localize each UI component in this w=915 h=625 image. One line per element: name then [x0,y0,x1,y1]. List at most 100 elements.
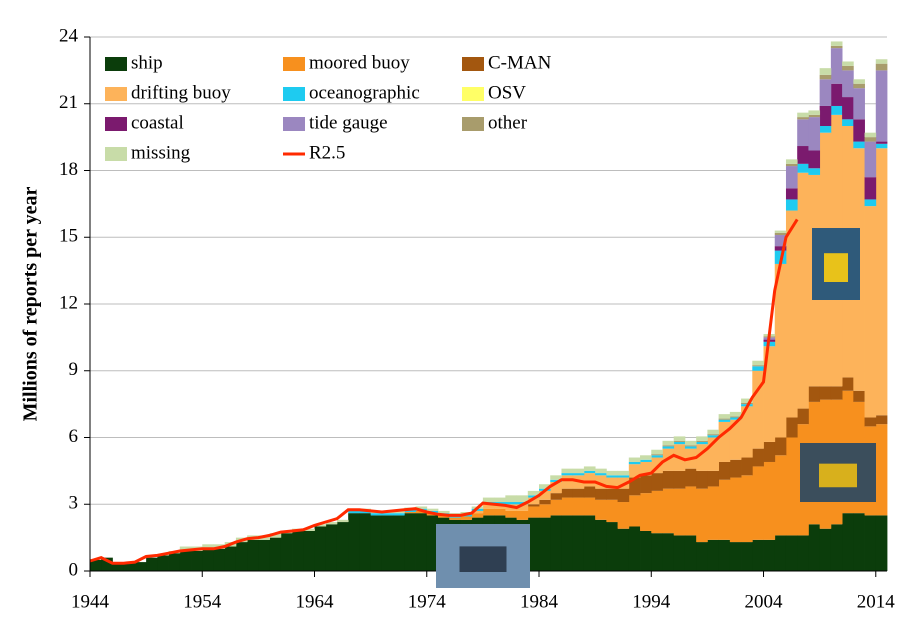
y-axis-label: Millions of reports per year [20,186,42,421]
area-segment [527,495,540,498]
area-segment [617,470,630,476]
area-segment [673,436,686,441]
area-segment [875,70,888,142]
area-segment [561,475,574,489]
area-segment [875,515,888,571]
area-segment [741,403,753,405]
y-tick-label: 12 [59,292,78,313]
legend-label: other [488,112,528,133]
area-segment [191,550,203,571]
legend-swatch [283,87,305,101]
area-segment [785,199,798,211]
y-tick-label: 9 [69,359,79,380]
area-segment [336,519,349,523]
area-segment [572,473,585,476]
area-segment [707,437,720,471]
area-segment [774,437,787,456]
area-segment [741,398,753,404]
area-segment [628,464,641,478]
area-segment [202,544,214,549]
area-segment [673,535,686,571]
x-tick-label: 1974 [408,591,447,612]
area-segment [561,497,574,516]
area-segment [404,513,416,571]
legend-label: oceanographic [309,82,420,103]
area-segment [819,74,832,80]
area-segment [628,526,641,571]
area-segment [561,488,574,498]
area-segment [741,475,753,543]
area-segment [539,517,551,571]
area-segment [606,499,618,523]
legend-swatch [462,117,484,131]
area-segment [819,68,832,75]
area-segment [303,530,315,571]
x-tick-label: 2004 [745,591,784,612]
area-segment [842,377,854,391]
area-segment [752,370,764,449]
area-segment [797,117,809,120]
legend-label: OSV [488,82,526,103]
area-segment [774,263,787,438]
area-segment [696,436,708,441]
area-segment [393,515,405,571]
area-segment [853,88,865,120]
area-segment [797,163,809,173]
area-segment [774,455,787,536]
area-segment [830,45,843,49]
area-segment [684,446,697,449]
area-segment [640,461,652,476]
area-segment [617,475,630,478]
legend-label: ship [131,52,163,73]
area-segment [550,479,562,482]
legend-swatch [283,57,305,71]
area-segment [763,346,776,442]
area-segment [640,493,652,531]
area-segment [651,454,663,456]
area-segment [819,105,832,126]
area-segment [336,522,349,571]
area-segment [774,235,787,247]
area-segment [707,434,720,436]
area-segment [359,513,372,571]
area-segment [572,468,585,474]
area-segment [875,63,888,71]
area-segment [707,429,720,435]
area-segment [539,504,551,518]
area-segment [752,448,764,467]
area-segment [370,515,383,571]
area-segment [785,535,798,571]
area-segment [853,79,865,84]
area-segment [718,419,731,422]
area-segment [583,486,596,498]
area-segment [393,510,405,514]
area-segment [651,473,663,491]
area-segment [808,150,821,169]
legend-label: missing [131,142,191,163]
area-segment [774,246,787,251]
area-segment [640,530,652,571]
area-segment [808,114,821,118]
area-segment [269,533,282,538]
area-segment [785,166,798,189]
area-segment [763,539,776,571]
area-segment [494,504,506,509]
area-segment [673,440,686,442]
area-segment [696,444,708,471]
area-segment [707,435,720,438]
area-segment [718,539,731,571]
area-segment [684,535,697,571]
area-segment [842,65,854,71]
area-segment [561,473,574,476]
area-segment [494,502,506,505]
area-segment [741,542,753,571]
area-segment [875,415,888,425]
area-segment [292,530,304,571]
y-tick-label: 0 [69,559,79,580]
area-segment [752,360,764,366]
legend-swatch [105,57,127,71]
area-segment [729,542,742,571]
x-tick-label: 2014 [857,591,896,612]
area-segment [752,365,764,367]
area-segment [864,132,877,138]
